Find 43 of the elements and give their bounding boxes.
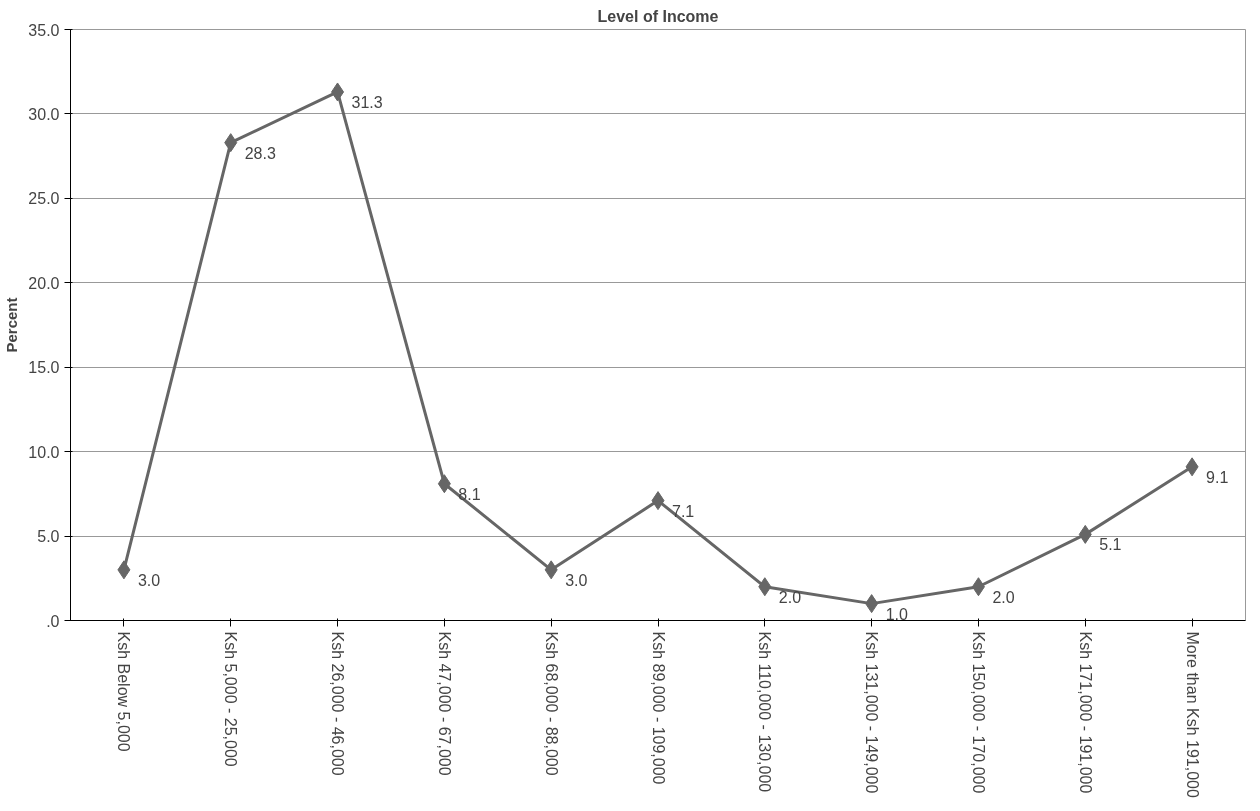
y-tick-label: 25.0 [28,190,60,208]
y-tick-label: 15.0 [28,359,60,377]
data-label: 31.3 [351,93,383,111]
y-axis-title: Percent [3,297,21,353]
point [758,577,772,597]
x-tick-label: Ksh 5,000 - 25,000 [222,631,240,767]
point [1078,524,1092,544]
x-tick-label: Ksh 131,000 - 149,000 [863,631,881,794]
data-label: 9.1 [1206,468,1229,486]
y-tick-label: .0 [46,612,60,630]
data-label: 5.1 [1099,536,1122,554]
point [437,474,451,494]
x-tick-label: Ksh 110,000 - 130,000 [756,631,774,793]
data-label: 2.0 [992,588,1015,606]
x-tick-label: More than Ksh 191,000 [1183,631,1201,798]
y-tick-label: 10.0 [28,443,60,461]
y-tick-label: 30.0 [28,105,60,123]
point [117,560,131,580]
data-label: 28.3 [244,144,276,162]
data-label: 3.0 [565,571,588,589]
data-label: 8.1 [458,485,481,503]
data-label: 2.0 [778,588,802,606]
x-tick-label: Ksh 47,000 - 67,000 [435,631,453,776]
x-tick-label: Ksh Below 5,000 [115,631,133,752]
point [544,560,558,580]
y-tick-label: 35.0 [28,21,60,39]
x-tick-label: Ksh 171,000 - 191,000 [1076,631,1094,794]
x-tick-label: Ksh 150,000 - 170,000 [969,631,987,794]
point [224,133,238,153]
data-label: 3.0 [137,571,161,589]
y-tick-label: 5.0 [37,528,60,546]
point [971,577,985,597]
point [651,491,665,511]
point [331,82,345,102]
data-label: 1.0 [885,605,908,623]
x-tick-label: Ksh 89,000 - 109,000 [649,631,667,785]
chart-title: Level of Income [597,7,719,25]
y-tick-label: 20.0 [28,274,60,292]
point [1185,457,1199,477]
x-tick-label: Ksh 68,000 - 88,000 [542,631,560,776]
point [865,594,879,614]
x-tick-label: Ksh 26,000 - 46,000 [329,631,347,776]
data-label: 7.1 [672,502,695,520]
